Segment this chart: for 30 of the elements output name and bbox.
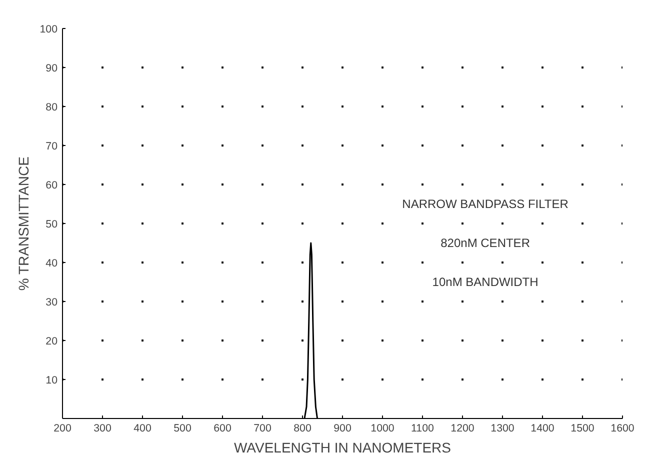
x-tick-label: 300 — [94, 422, 112, 434]
y-tick-label: 80 — [46, 102, 58, 114]
y-tick-label: 60 — [46, 180, 58, 192]
x-tick-label: 900 — [334, 422, 352, 434]
y-tick-label: 40 — [46, 258, 58, 270]
x-tick-label: 1000 — [370, 422, 394, 434]
y-axis-title: % TRANSMITTANCE — [16, 156, 32, 291]
x-tick-label: 700 — [254, 422, 272, 434]
x-tick-label: 1500 — [570, 422, 594, 434]
y-tick-label: 50 — [46, 218, 58, 230]
annotation: 820nM CENTER — [440, 236, 530, 250]
y-tick-label: 20 — [46, 336, 58, 348]
x-tick-label: 200 — [54, 422, 72, 434]
x-axis-title: WAVELENGTH IN NANOMETERS — [234, 440, 452, 456]
y-tick-label: 10 — [46, 374, 58, 386]
y-tick-label: 70 — [46, 140, 58, 152]
annotation: NARROW BANDPASS FILTER — [402, 197, 569, 211]
x-tick-label: 800 — [294, 422, 312, 434]
x-tick-label: 1200 — [450, 422, 474, 434]
x-tick-label: 1400 — [530, 422, 554, 434]
x-tick-label: 1300 — [490, 422, 514, 434]
x-tick-label: 1600 — [610, 422, 634, 434]
x-tick-label: 1100 — [411, 422, 434, 434]
x-tick-label: 500 — [174, 422, 192, 434]
x-tick-label: 600 — [214, 422, 232, 434]
annotation: 10nM BANDWIDTH — [432, 275, 538, 289]
y-tick-label: 100 — [40, 24, 58, 36]
y-tick-label: 90 — [46, 62, 58, 74]
x-tick-label: 400 — [134, 422, 152, 434]
y-tick-label: 30 — [46, 296, 58, 308]
